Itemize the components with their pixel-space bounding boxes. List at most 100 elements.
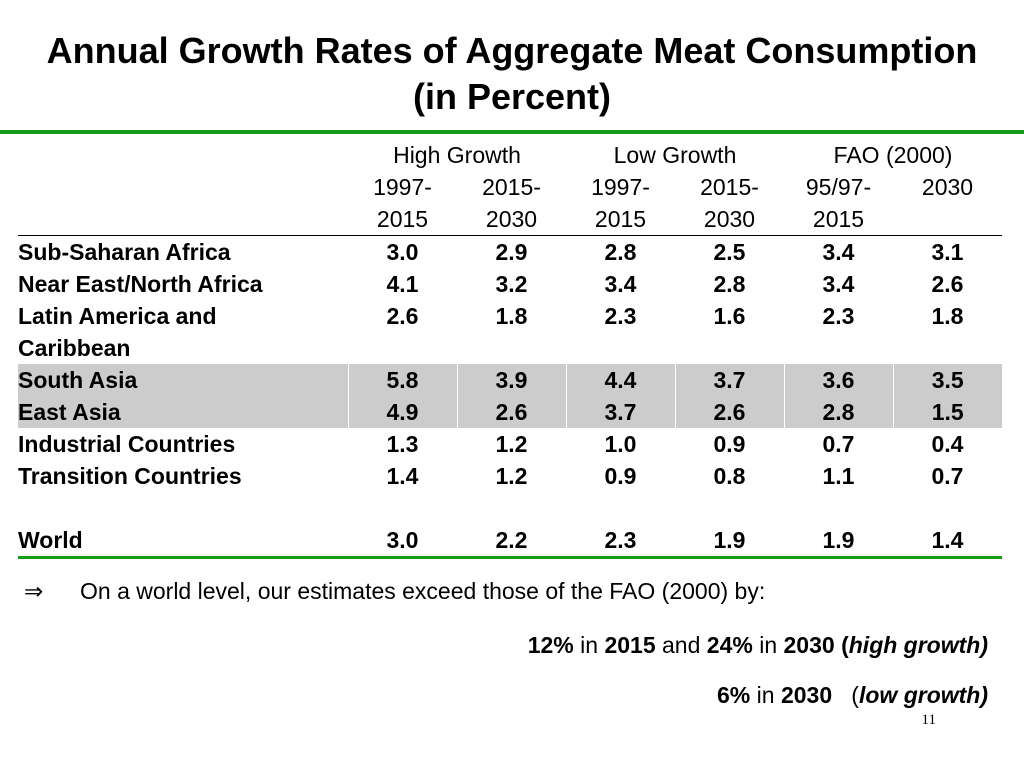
value-cell: 3.4: [822, 271, 855, 297]
value-cell: 2.6: [674, 396, 784, 428]
value-cell: 2.6: [931, 271, 964, 297]
table-row: Sub-Saharan Africa 3.0 2.9 2.8 2.5 3.4 3.1: [18, 236, 1002, 269]
value-cell: [566, 492, 675, 524]
value-cell: 4.1: [386, 271, 419, 297]
value-cell: 2.2: [457, 524, 566, 559]
year-header: 1997-: [591, 174, 650, 200]
value-cell: 0.7: [822, 431, 855, 457]
value-cell: 3.9: [456, 364, 566, 396]
value-cell: 5.8: [347, 364, 457, 396]
value-cell: 0.4: [931, 431, 964, 457]
value-cell: [675, 332, 784, 364]
row-label: Caribbean: [18, 335, 131, 361]
value-cell: 2.3: [604, 303, 637, 329]
value-cell: 1.8: [495, 303, 528, 329]
group-header-row: High Growth Low Growth FAO (2000): [18, 139, 1002, 171]
group-header: FAO (2000): [833, 142, 953, 168]
table-row: Transition Countries 1.4 1.2 0.9 0.8 1.1 0.7: [18, 460, 1002, 492]
year-header: 2015-: [700, 174, 759, 200]
value-cell: [457, 492, 566, 524]
value-cell: 2.5: [713, 239, 746, 265]
value-cell: 3.5: [892, 364, 1002, 396]
year-header: 2030: [921, 174, 974, 200]
year-header: 2015: [348, 203, 457, 236]
value-cell: 2.9: [495, 239, 528, 265]
value-cell: [893, 332, 1002, 364]
row-label: South Asia: [18, 364, 348, 396]
value-cell: 1.3: [386, 431, 419, 457]
value-cell: 1.2: [495, 431, 528, 457]
value-cell: [348, 332, 457, 364]
value-cell: 2.3: [822, 303, 855, 329]
value-cell: 3.4: [604, 271, 637, 297]
table-row: East Asia 4.9 2.6 3.7 2.6 2.8 1.5: [18, 396, 1002, 428]
table-row: Near East/North Africa 4.1 3.2 3.4 2.8 3.4 2.6: [18, 268, 1002, 300]
row-label: World: [18, 524, 348, 559]
title-line-1: Annual Growth Rates of Aggregate Meat Co…: [46, 30, 978, 71]
year-header-row-1: 1997- 2015- 1997- 2015- 95/97- 2030: [18, 171, 1002, 203]
year-header-row-2: 2015 2030 2015 2030 2015: [18, 203, 1002, 236]
year-header: 95/97-: [805, 174, 872, 200]
year-header: 2015: [566, 203, 675, 236]
year-header: 2015: [784, 203, 893, 236]
value-cell: 3.4: [822, 239, 855, 265]
value-cell: [675, 492, 784, 524]
row-label: [18, 492, 348, 524]
value-cell: 2.3: [566, 524, 675, 559]
group-header: High Growth: [393, 142, 521, 168]
value-cell: [348, 492, 457, 524]
high-growth-summary: 12% in 2015 and 24% in 2030 (high growth…: [527, 632, 988, 658]
value-cell: 1.1: [822, 463, 855, 489]
value-cell: 1.9: [784, 524, 893, 559]
table-row: World 3.0 2.2 2.3 1.9 1.9 1.4: [18, 524, 1002, 559]
row-label: Latin America and: [18, 303, 217, 329]
value-cell: 1.2: [495, 463, 528, 489]
table-row: Caribbean: [18, 332, 1002, 364]
row-label: East Asia: [18, 396, 348, 428]
value-cell: 2.8: [604, 239, 637, 265]
row-label: Near East/North Africa: [18, 271, 263, 297]
slide-title: Annual Growth Rates of Aggregate Meat Co…: [0, 28, 1024, 120]
value-cell: 3.0: [348, 524, 457, 559]
value-cell: 3.0: [386, 239, 419, 265]
value-cell: 2.8: [783, 396, 893, 428]
value-cell: 1.8: [931, 303, 964, 329]
group-header: Low Growth: [613, 142, 737, 168]
value-cell: [893, 492, 1002, 524]
bullet-text: On a world level, our estimates exceed t…: [80, 578, 766, 604]
value-cell: 1.9: [675, 524, 784, 559]
value-cell: 0.9: [713, 431, 746, 457]
table-row: [18, 492, 1002, 524]
value-cell: 1.6: [713, 303, 746, 329]
value-cell: 1.5: [892, 396, 1002, 428]
value-cell: [457, 332, 566, 364]
value-cell: 1.4: [893, 524, 1002, 559]
value-cell: 1.4: [386, 463, 419, 489]
value-cell: 3.7: [565, 396, 675, 428]
year-header: 2030: [675, 203, 784, 236]
year-header: 2030: [457, 203, 566, 236]
page-number: 11: [921, 712, 936, 728]
value-cell: 1.0: [604, 431, 637, 457]
table-body: Sub-Saharan Africa 3.0 2.9 2.8 2.5 3.4 3.1 Near…: [18, 236, 1002, 559]
table-row: South Asia 5.8 3.9 4.4 3.7 3.6 3.5: [18, 364, 1002, 396]
summary-bullet: ⇒ On a world level, our estimates exceed …: [24, 578, 765, 605]
value-cell: 3.1: [931, 239, 964, 265]
value-cell: 2.6: [456, 396, 566, 428]
value-cell: 0.7: [931, 463, 964, 489]
row-label: Transition Countries: [18, 463, 242, 489]
row-label: Sub-Saharan Africa: [18, 239, 231, 265]
row-label: Industrial Countries: [18, 431, 236, 457]
table-row: Latin America and 2.6 1.8 2.3 1.6 2.3 1.8: [18, 300, 1002, 332]
year-header: 1997-: [373, 174, 432, 200]
year-header: 2015-: [482, 174, 541, 200]
value-cell: 4.9: [347, 396, 457, 428]
value-cell: 0.8: [713, 463, 746, 489]
growth-rates-table: High Growth Low Growth FAO (2000) 1997- …: [18, 139, 1002, 559]
table-row: Industrial Countries 1.3 1.2 1.0 0.9 0.7 0.4: [18, 428, 1002, 460]
low-growth-summary: 6% in 2030 (low growth): [717, 682, 988, 708]
title-line-2: (in Percent): [412, 76, 612, 117]
value-cell: 0.9: [604, 463, 637, 489]
year-header: [893, 203, 1002, 236]
value-cell: 2.6: [386, 303, 419, 329]
